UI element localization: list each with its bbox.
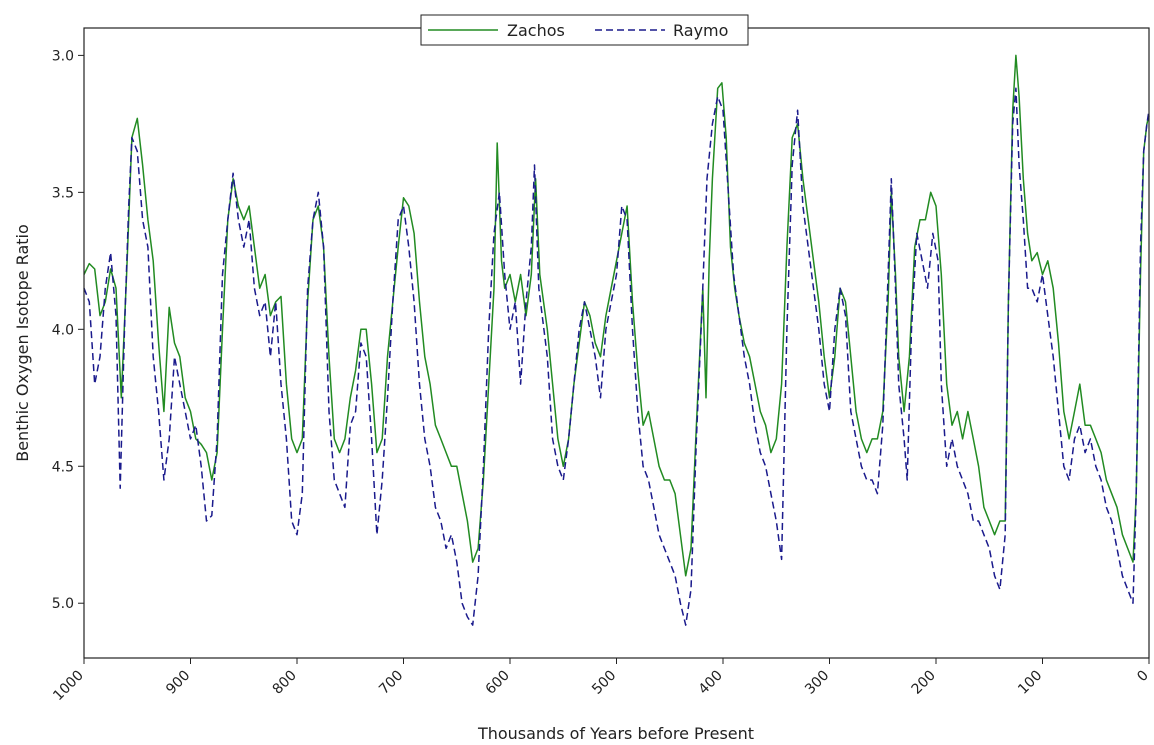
series-line-zachos: [83, 54, 1150, 577]
y-tick-label: 5.0: [52, 596, 74, 612]
legend: Zachos Raymo: [420, 14, 749, 46]
y-tick-label: 3.0: [52, 48, 74, 64]
series-line-raymo: [83, 87, 1150, 626]
y-axis-label: Benthic Oxygen Isotope Ratio: [13, 224, 32, 462]
legend-label-raymo: Raymo: [673, 21, 728, 40]
series-layer: [83, 54, 1150, 626]
y-tick-label: 4.5: [52, 459, 74, 475]
x-axis-label: Thousands of Years before Present: [477, 724, 754, 743]
y-axis-ticks: 3.0 3.5 4.0 4.5 5.0: [52, 48, 84, 612]
y-tick-label: 4.0: [52, 322, 74, 338]
y-tick-label: 3.5: [52, 185, 74, 201]
legend-label-zachos: Zachos: [507, 21, 565, 40]
